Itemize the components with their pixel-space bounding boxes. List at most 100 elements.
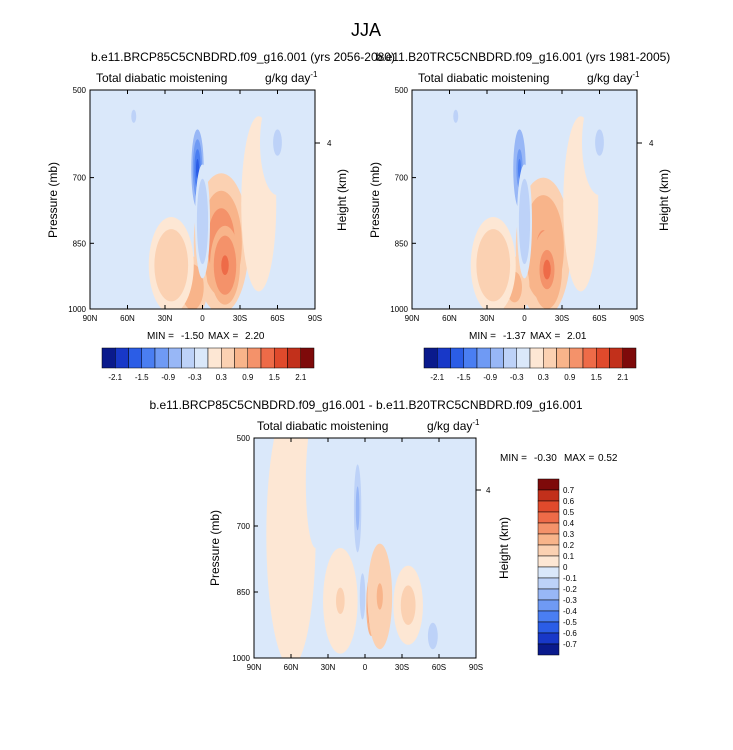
colorbar-box [537, 577, 560, 590]
colorbar-label: 0.2 [563, 541, 575, 550]
colorbar-box [141, 347, 156, 369]
colorbar-label: -0.3 [188, 373, 202, 382]
contour-region [254, 181, 264, 226]
contour-region [165, 253, 177, 278]
colorbar-label: 2.1 [617, 373, 629, 382]
colorbar-label: 0.6 [563, 497, 575, 506]
min-value: -0.30 [534, 453, 557, 464]
panel-title: b.e11.BRCP85C5CNBDRD.f09_g16.001 (yrs 20… [91, 50, 395, 64]
colorbar-box [300, 347, 315, 369]
left-string: Total diabatic moistening [96, 71, 227, 85]
colorbar-box [537, 632, 560, 645]
contour-region [200, 207, 205, 236]
panel-title: b.e11.B20TRC5CNBDRD.f09_g16.001 (yrs 198… [376, 50, 671, 64]
colorbar-box [287, 347, 301, 369]
colorbar-box [168, 347, 182, 369]
colorbar-box [234, 347, 248, 369]
x-tick-label: 60N [120, 314, 135, 323]
y-tick-label: 850 [73, 239, 87, 248]
x-tick-label: 0 [200, 314, 205, 323]
max-value: 2.20 [245, 331, 265, 342]
max-label: MAX = [564, 453, 594, 464]
colorbar-box [260, 347, 275, 369]
colorbar-label: -0.2 [563, 585, 577, 594]
colorbar-label: -0.7 [563, 640, 577, 649]
y-tick-label: 1000 [232, 654, 250, 663]
colorbar-box [537, 478, 560, 491]
x-tick-label: 90S [630, 314, 644, 323]
colorbar-label: 0.9 [242, 373, 254, 382]
panel-title: b.e11.BRCP85C5CNBDRD.f09_g16.001 - b.e11… [149, 398, 582, 412]
colorbar-box [450, 347, 464, 369]
contour-field [123, 90, 295, 309]
contour-field [445, 90, 617, 309]
x-tick-label: 90N [83, 314, 98, 323]
right-axis-label: Height (km) [335, 169, 349, 231]
panel-future: b.e11.BRCP85C5CNBDRD.f09_g16.001 (yrs 20… [46, 50, 395, 382]
colorbar-box [529, 347, 544, 369]
colorbar-box [476, 347, 491, 369]
x-tick-label: 30N [480, 314, 495, 323]
colorbar-box [128, 347, 142, 369]
min-value: -1.50 [181, 331, 204, 342]
colorbar: -2.1 -1.5 -0.9 -0.3 0.3 0.9 1.5 2.1 [101, 347, 315, 382]
colorbar-box [622, 347, 637, 369]
contour-region [576, 181, 586, 226]
colorbar-label: -0.9 [161, 373, 175, 382]
colorbar-box [423, 347, 438, 369]
x-tick-label: 60N [442, 314, 457, 323]
panel-difference: b.e11.BRCP85C5CNBDRD.f09_g16.001 - b.e11… [149, 398, 617, 672]
colorbar-label: -1.5 [457, 373, 471, 382]
contour-region [221, 255, 229, 276]
y-tick-label: 500 [237, 434, 251, 443]
contour-region [376, 583, 383, 610]
contour-region [336, 587, 345, 614]
colorbar-label: 2.1 [295, 373, 307, 382]
min-value: -1.37 [503, 331, 526, 342]
colorbar: 0.7 0.6 0.5 0.4 0.3 0.2 0.1 0 -0.1 -0.2 -0.3 -0.4 -0… [537, 478, 577, 656]
x-axis: 90N 60N 30N 0 30S 60S 90S [247, 438, 483, 672]
x-tick-label: 30N [321, 663, 336, 672]
min-label: MIN = [500, 453, 527, 464]
colorbar-label: -0.4 [563, 607, 577, 616]
colorbar-label: -0.6 [563, 629, 577, 638]
x-tick-label: 0 [522, 314, 527, 323]
contour-region [273, 129, 282, 156]
colorbar-box [437, 347, 451, 369]
figure-title: JJA [351, 20, 381, 40]
colorbar-label: -1.5 [135, 373, 149, 382]
colorbar: -2.1 -1.5 -0.9 -0.3 0.3 0.9 1.5 2.1 [423, 347, 637, 382]
max-value: 0.52 [598, 453, 618, 464]
colorbar-label: 0.4 [563, 519, 575, 528]
right-tick-label: 4 [327, 139, 332, 148]
x-axis: 90N 60N 30N 0 30S 60S 90S [405, 90, 644, 323]
left-string: Total diabatic moistening [418, 71, 549, 85]
colorbar-label: 1.5 [591, 373, 603, 382]
colorbar-label: 0 [563, 563, 568, 572]
colorbar-box [556, 347, 570, 369]
contour-region [131, 109, 137, 123]
contour-region [453, 109, 459, 123]
y-tick-label: 1000 [68, 305, 86, 314]
colorbar-label: 0.5 [563, 508, 575, 517]
colorbar-box [463, 347, 478, 369]
right-tick-label: 4 [649, 139, 654, 148]
x-tick-label: 30S [395, 663, 409, 672]
colorbar-box [247, 347, 262, 369]
colorbar-label: 1.5 [269, 373, 281, 382]
contour-region [522, 207, 527, 236]
colorbar-box [101, 347, 116, 369]
colorbar-label: 0.3 [216, 373, 228, 382]
colorbar-box [537, 588, 560, 601]
colorbar-box [490, 347, 504, 369]
colorbar-box [115, 347, 129, 369]
contour-region [487, 253, 499, 278]
colorbar-box [537, 533, 560, 546]
colorbar-box [503, 347, 517, 369]
contour-region [595, 129, 604, 156]
x-tick-label: 30N [158, 314, 173, 323]
colorbar-label: -0.5 [563, 618, 577, 627]
colorbar-label: -0.3 [510, 373, 524, 382]
contour-region [356, 497, 359, 520]
